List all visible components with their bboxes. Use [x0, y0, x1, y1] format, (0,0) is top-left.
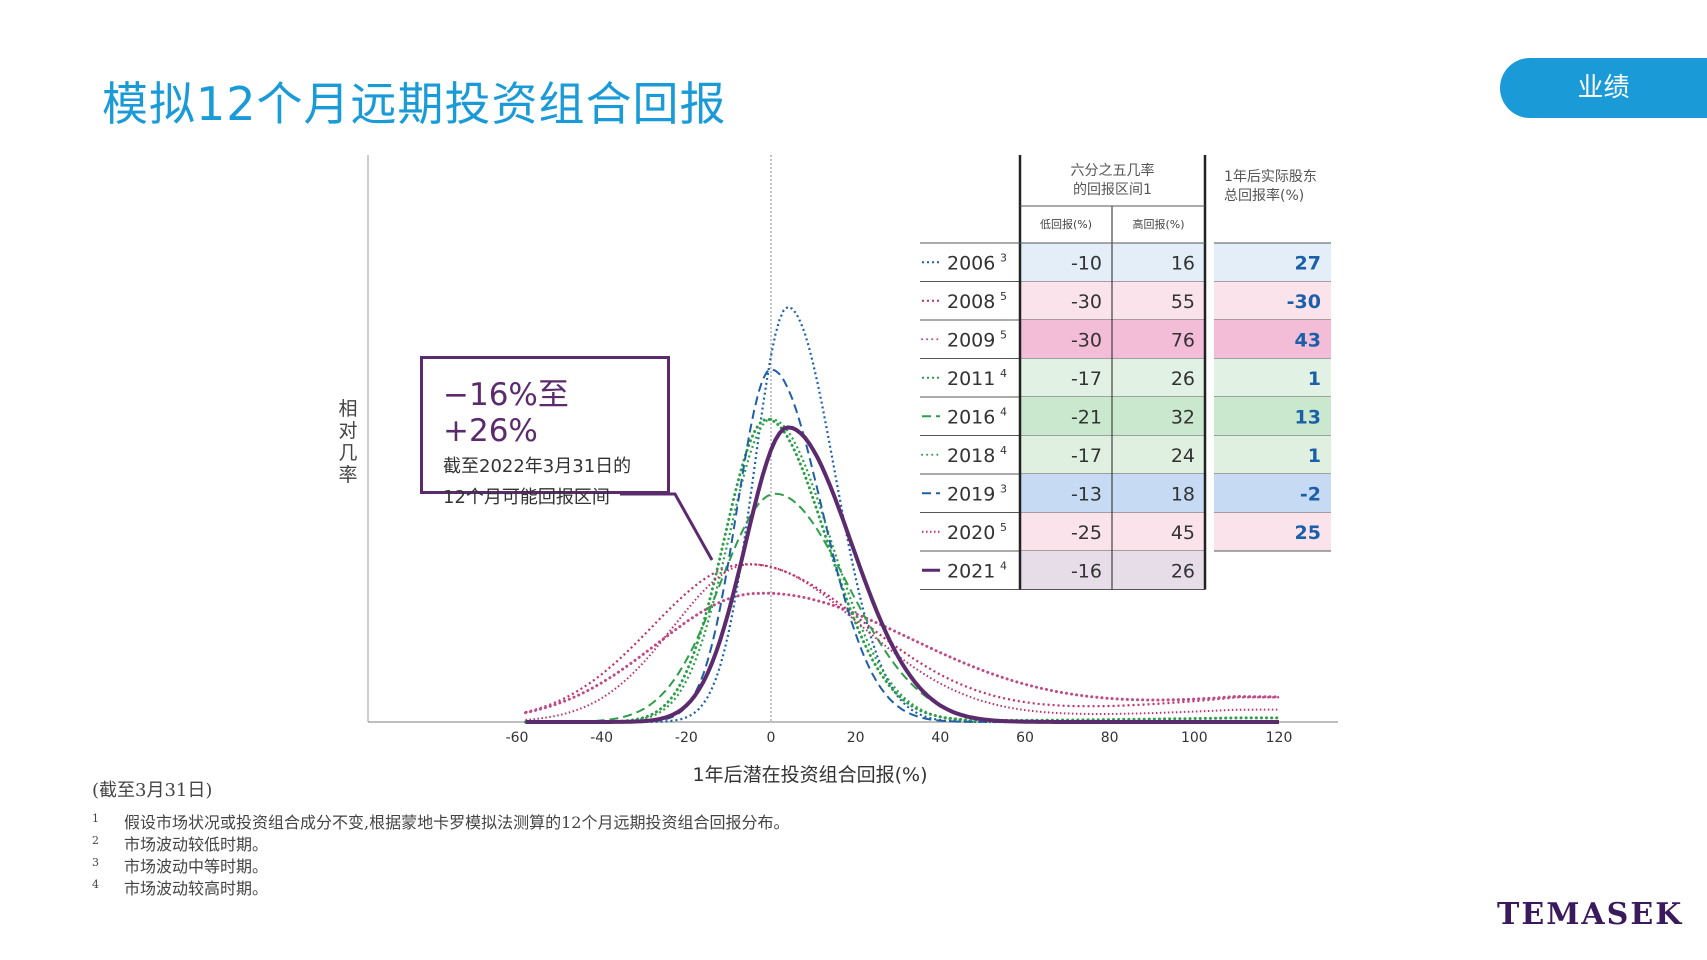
curve-2008	[525, 563, 1279, 714]
legend-year: 2021	[947, 560, 995, 582]
legend-sup: 3	[1000, 251, 1007, 264]
curve-2018	[524, 417, 1281, 724]
legend-year: 2019	[947, 483, 995, 505]
low-value: -13	[1071, 483, 1102, 505]
page-title: 模拟12个月远期投资组合回报	[102, 77, 727, 131]
callout-pointer	[620, 492, 714, 561]
legend-sup: 4	[1000, 444, 1007, 457]
footnote-3: 3 市场波动中等时期。	[92, 856, 789, 878]
actual-value: 27	[1295, 252, 1321, 274]
actual-value: 43	[1295, 329, 1321, 351]
actual-cell-bg	[1214, 397, 1331, 436]
callout-line2: 12个月可能回报区间	[443, 487, 610, 508]
footnote-text: 假设市场状况或投资组合成分不变,根据蒙地卡罗模拟法测算的12个月远期投资组合回报…	[124, 813, 790, 832]
low-value: -30	[1071, 329, 1102, 351]
high-value: 45	[1171, 522, 1195, 544]
x-tick-label: 20	[847, 730, 865, 746]
callout-line1: 截至2022年3月31日的	[443, 456, 632, 477]
actual-return-header: 1年后实际股东	[1224, 169, 1317, 185]
x-tick-label: 100	[1181, 730, 1208, 746]
footnote-4: 4 市场波动较高时期。	[92, 878, 789, 900]
high-value: 26	[1171, 560, 1195, 582]
actual-cell-bg	[1214, 474, 1331, 513]
legend-sup: 4	[1000, 405, 1007, 418]
high-value: 18	[1171, 483, 1195, 505]
temasek-logo: TEMASEK	[1497, 897, 1684, 932]
footnote-2: 2 市场波动较低时期。	[92, 834, 789, 856]
x-tick-label: -60	[506, 730, 529, 746]
curve-2011	[525, 417, 1279, 724]
high-value: 76	[1171, 329, 1195, 351]
footnote-num: 2	[92, 834, 99, 847]
section-tab[interactable]: 业绩	[1500, 58, 1707, 118]
table-group-header-line2: 的回报区间1	[1073, 182, 1152, 198]
low-value: -17	[1071, 368, 1102, 390]
legend-year: 2018	[947, 445, 995, 467]
actual-value: 1	[1308, 368, 1321, 390]
x-axis-title: 1年后潜在投资组合回报(%)	[692, 764, 928, 786]
x-tick-label: 120	[1266, 730, 1293, 746]
x-tick-label: 60	[1016, 730, 1034, 746]
actual-cell-bg	[1214, 281, 1331, 320]
actual-value: 13	[1295, 406, 1321, 428]
footnote-text: 市场波动较低时期。	[124, 835, 269, 854]
x-tick-label: -20	[675, 730, 698, 746]
range-callout: −16%至+26% 截至2022年3月31日的 12个月可能回报区间	[420, 356, 670, 508]
legend-sup: 5	[1000, 328, 1007, 341]
low-value: -25	[1071, 522, 1102, 544]
legend-year: 2016	[947, 406, 995, 428]
high-value: 32	[1171, 406, 1195, 428]
high-value: 55	[1171, 291, 1195, 313]
low-value: -30	[1071, 291, 1102, 313]
x-tick-label: 40	[931, 730, 949, 746]
x-tick-label: -40	[590, 730, 613, 746]
footnote-text: 市场波动中等时期。	[124, 857, 269, 876]
footnotes: (截至3月31日) 1 假设市场状况或投资组合成分不变,根据蒙地卡罗模拟法测算的1…	[92, 776, 789, 900]
low-value: -16	[1071, 560, 1102, 582]
actual-value: -30	[1287, 291, 1321, 313]
low-value: -17	[1071, 445, 1102, 467]
actual-value: 1	[1308, 445, 1321, 467]
legend-sup: 5	[1000, 290, 1007, 303]
footnote-text: 市场波动较高时期。	[124, 879, 269, 898]
low-return-header: 低回报(%)	[1040, 217, 1092, 231]
actual-cell-bg	[1214, 320, 1331, 359]
legend-year: 2006	[947, 252, 995, 274]
x-tick-label: 80	[1101, 730, 1119, 746]
actual-cell-bg	[1214, 435, 1331, 474]
actual-value: 25	[1295, 522, 1321, 544]
legend-year: 2009	[947, 329, 995, 351]
high-return-header: 高回报(%)	[1132, 217, 1184, 231]
curve-2021	[525, 425, 1279, 724]
legend-sup: 4	[1000, 367, 1007, 380]
legend-year: 2008	[947, 291, 995, 313]
low-value: -21	[1071, 406, 1102, 428]
footnote-num: 1	[92, 812, 99, 825]
footnote-num: 3	[92, 856, 99, 869]
footnote-num: 4	[92, 878, 99, 891]
legend-year: 2011	[947, 368, 995, 390]
actual-return-header-line2: 总回报率(%)	[1224, 187, 1304, 204]
table-group-header: 六分之五几率	[1071, 162, 1155, 179]
legend-sup: 5	[1000, 521, 1007, 534]
legend-year: 2020	[947, 522, 995, 544]
high-value: 24	[1171, 445, 1195, 467]
actual-cell-bg	[1214, 243, 1331, 282]
actual-value: -2	[1300, 483, 1321, 505]
legend-sup: 3	[1000, 482, 1007, 495]
legend-sup: 4	[1000, 559, 1007, 572]
actual-cell-bg	[1214, 512, 1331, 551]
as-of-note: (截至3月31日)	[92, 780, 213, 801]
curve-2009	[524, 591, 1281, 715]
y-axis-label: 相对几率	[338, 398, 358, 486]
high-value: 16	[1171, 252, 1195, 274]
x-tick-label: 0	[767, 730, 776, 746]
actual-cell-bg	[1214, 358, 1331, 397]
high-value: 26	[1171, 368, 1195, 390]
footnote-1: 1 假设市场状况或投资组合成分不变,根据蒙地卡罗模拟法测算的12个月远期投资组合回…	[92, 812, 789, 834]
callout-range: −16%至+26%	[443, 377, 569, 449]
low-value: -10	[1071, 252, 1102, 274]
